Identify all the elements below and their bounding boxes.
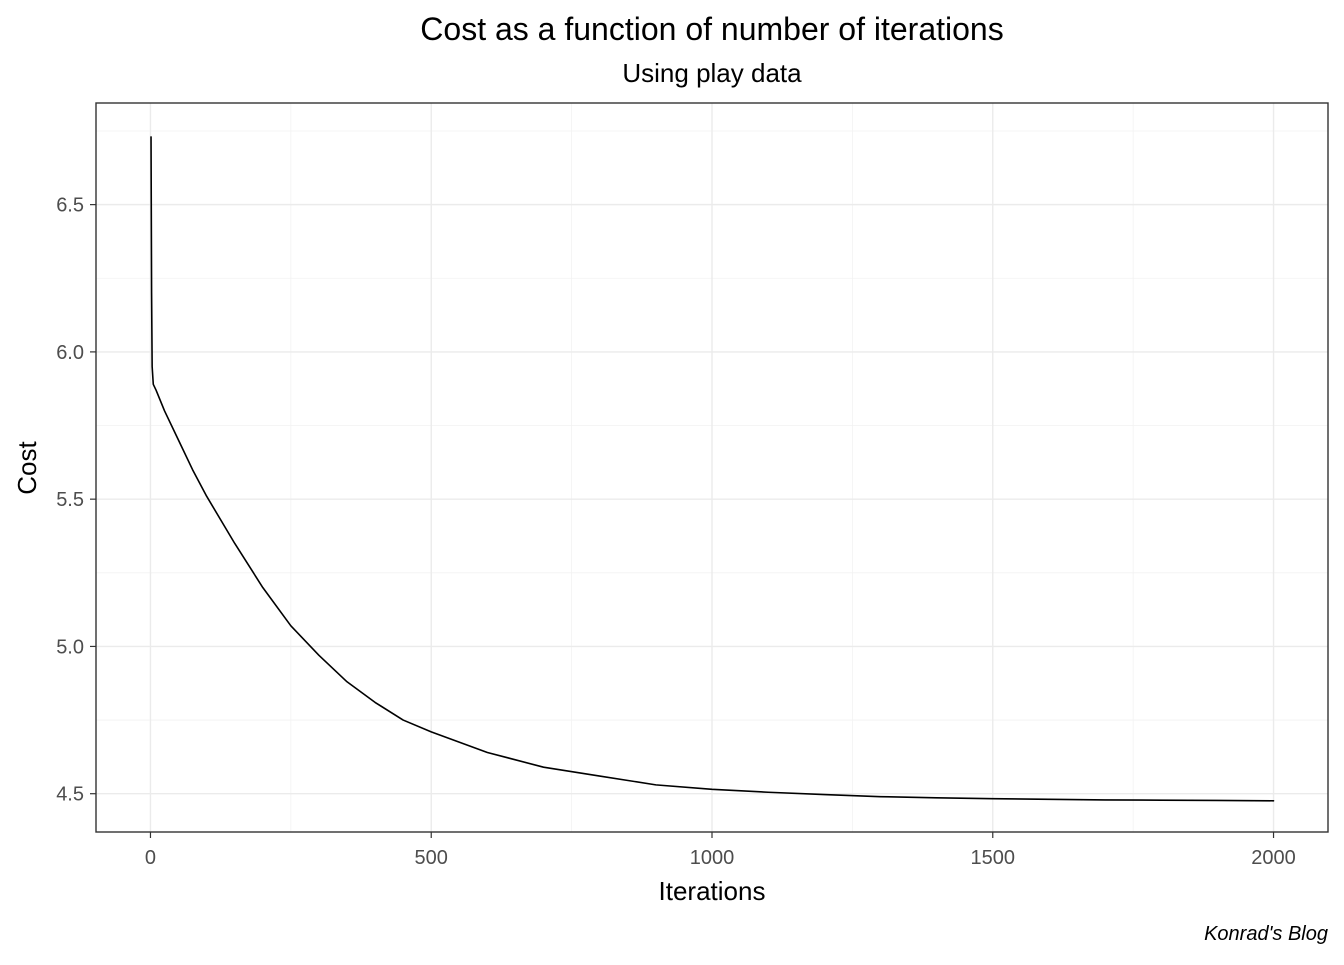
x-tick-label: 1000	[690, 847, 735, 869]
x-tick-label: 500	[415, 847, 448, 869]
y-tick-label: 4.5	[56, 784, 84, 806]
y-tick-label: 6.5	[56, 195, 84, 217]
y-tick-label: 5.5	[56, 489, 84, 511]
y-tick-label: 5.0	[56, 636, 84, 658]
chart-title: Cost as a function of number of iteratio…	[420, 11, 1003, 47]
y-tick-label: 6.0	[56, 342, 84, 364]
grid-lines	[96, 103, 1328, 832]
x-axis-title: Iterations	[659, 876, 766, 906]
cost-series-line	[150, 136, 1275, 802]
chart-caption: Konrad's Blog	[1204, 923, 1328, 945]
x-tick-label: 2000	[1251, 847, 1296, 869]
x-tick-label: 0	[145, 847, 156, 869]
series-layer	[150, 136, 1275, 802]
axes: 0 500 1000 1500 2000 4.5 5.0 5.5 6.0 6.5	[56, 195, 1296, 869]
x-tick-label: 1500	[971, 847, 1016, 869]
y-axis-title: Cost	[12, 440, 42, 494]
chart-subtitle: Using play data	[622, 58, 802, 88]
